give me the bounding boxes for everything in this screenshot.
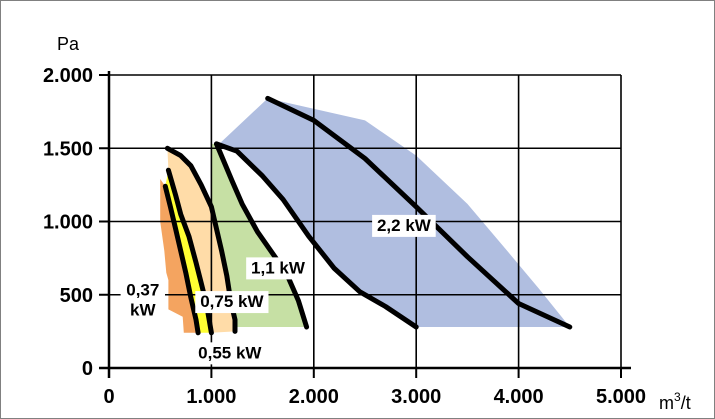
curve-label-1-1-kw: 1,1 kW — [251, 258, 306, 277]
curve-upper-2-2-kw — [265, 95, 573, 330]
curve-label-line: 0,75 kW — [200, 292, 264, 311]
label-bg-1-1-kw — [246, 257, 310, 280]
x-tick-label: 5.000 — [596, 386, 646, 408]
curve-label-line: 2,2 kW — [377, 216, 432, 235]
curve-label-0-55-kw: 0,55 kW — [198, 343, 262, 362]
label-bg-0-37-kw — [120, 279, 165, 322]
y-axis-label: Pa — [57, 34, 80, 54]
curve-label-line: 0,37 — [126, 281, 159, 300]
curve-1-1-kw — [214, 141, 310, 330]
region-0-75-kw — [167, 148, 235, 333]
curve-label-0-75-kw: 0,75 kW — [200, 292, 264, 311]
label-bg-0-75-kw — [195, 291, 269, 314]
curve-label-line: 0,55 kW — [198, 343, 262, 362]
curve-2-2-kw — [214, 141, 419, 330]
x-tick-label: 3.000 — [391, 386, 441, 408]
curve-labels: 0,37 kW 0,55 kW 0,75 kW 1,1 kW 2,2 kW — [120, 214, 436, 365]
label-bg-0-55-kw — [193, 342, 267, 365]
axes — [99, 71, 631, 378]
curve-0-37-kw — [162, 183, 201, 336]
x-axis-label-tail: /t — [681, 393, 691, 413]
y-tick-label: 1.000 — [43, 212, 93, 234]
curve-0-55-kw — [165, 167, 214, 336]
y-tick-label: 2.000 — [43, 65, 93, 87]
label-bg-2-2-kw — [372, 214, 436, 237]
y-tick-label: 500 — [60, 285, 93, 307]
x-axis-label: m3/t — [659, 390, 691, 413]
curve-label-line: 1,1 kW — [251, 258, 306, 277]
y-tick-label: 0 — [82, 358, 93, 380]
x-tick-label: 2.000 — [289, 386, 339, 408]
y-tick-label: 1.500 — [43, 138, 93, 160]
tick-labels: 0 1.000 2.000 3.000 4.000 5.000 0 500 1.000 1.500… — [43, 65, 646, 408]
x-tick-label: 4.000 — [494, 386, 544, 408]
x-axis-label-base: m — [659, 393, 674, 413]
curve-label-0-37-kw: 0,37 kW — [126, 281, 159, 320]
x-axis-label-sup: 3 — [674, 390, 681, 404]
curve-label-2-2-kw: 2,2 kW — [377, 216, 432, 235]
x-tick-label: 0 — [103, 386, 114, 408]
curve-label-line: kW — [130, 301, 156, 320]
x-tick-label: 1.000 — [186, 386, 236, 408]
